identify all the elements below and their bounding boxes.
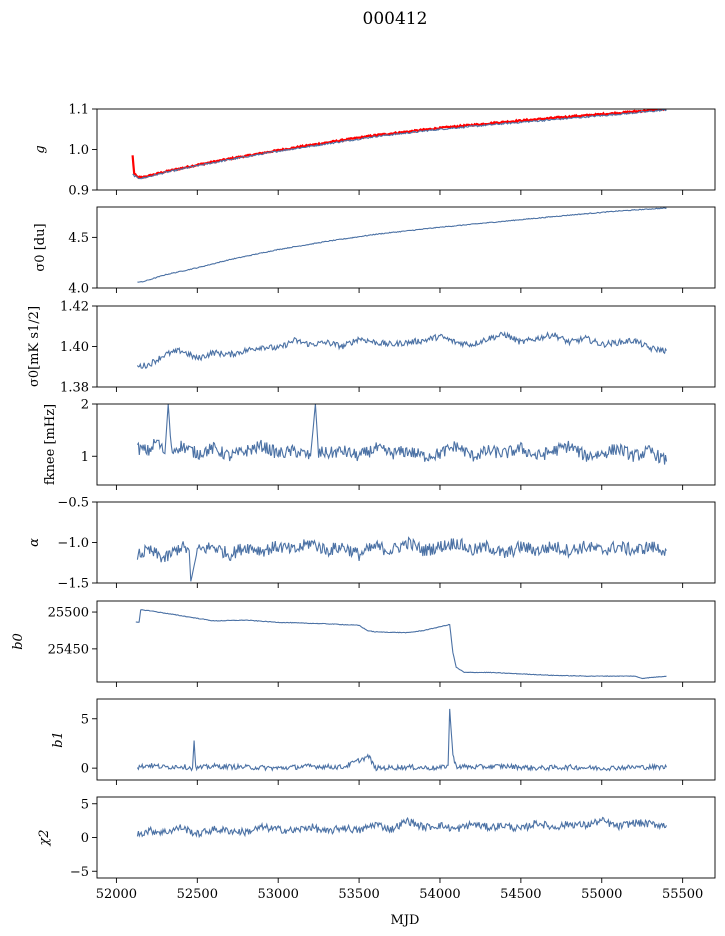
x-tick-label: 54500: [500, 887, 541, 902]
panel-7: 0 5 b1: [51, 698, 716, 785]
panel-5: −1.5 −1.0 −0.5 α: [27, 496, 716, 592]
series-line-1: [136, 330, 667, 370]
x-tick-label: 52000: [96, 887, 137, 902]
panel-2: 4.0 4.5 σ0 [du]: [33, 206, 716, 297]
axes-frame: [96, 305, 716, 388]
panel-3: 1.38 1.40 1.42 σ0[mK s1/2]: [27, 300, 716, 396]
y-tick-label: 1.38: [60, 381, 89, 396]
y-tick-label: 25450: [48, 642, 89, 657]
axes-frame: [96, 108, 716, 191]
series-line-1: [136, 708, 667, 772]
y-axis-label: b0: [11, 633, 26, 650]
series-line-1: [136, 536, 667, 582]
series-line-2: [132, 109, 667, 180]
series-line-1: [137, 207, 667, 283]
y-tick-label: 1.1: [68, 103, 89, 118]
y-axis-label: fknee [mHz]: [43, 404, 58, 485]
panel-6: 25450 25500 b0: [11, 600, 716, 687]
y-tick-label: 0.9: [68, 184, 89, 199]
y-tick-label: 2: [81, 398, 89, 413]
x-tick-label: 52500: [177, 887, 218, 902]
y-tick-label: −1.0: [57, 536, 89, 551]
axes-frame: [96, 403, 716, 486]
panel-8: −5 0 5 52000 52500 53000 53500 54000 54500 55000 5…: [37, 796, 716, 902]
x-tick-label: 53000: [258, 887, 299, 902]
y-axis-label: σ0 [du]: [33, 223, 48, 271]
panel-1: 0.9 1.0 1.1 g: [33, 103, 716, 199]
y-axis-label: b1: [51, 731, 66, 748]
axes-frame: [96, 796, 716, 879]
y-tick-label: 5: [81, 797, 89, 812]
y-tick-label: −0.5: [57, 496, 89, 511]
y-tick-label: 1.0: [68, 143, 89, 158]
y-axis-label: g: [33, 145, 48, 153]
panel-4: 1 2 fknee [mHz]: [43, 398, 716, 490]
x-tick-label: 54000: [419, 887, 460, 902]
x-tick-label: 55000: [581, 887, 622, 902]
axes-frame: [96, 600, 716, 683]
x-tick-label: 55500: [662, 887, 703, 902]
series-line-1: [136, 816, 667, 839]
y-tick-label: 25500: [48, 606, 89, 621]
y-tick-label: 0: [81, 762, 89, 777]
series-line-1: [136, 404, 668, 465]
y-tick-label: −1.5: [57, 577, 89, 592]
x-tick-label: 53500: [338, 887, 379, 902]
panels: 0.9 1.0 1.1 g 4.0 4.5 σ0 [du] 1.38 1.40 1.42 σ0[mK…: [11, 103, 716, 902]
y-tick-label: 4.5: [68, 231, 89, 246]
figure-title: 000412: [363, 9, 428, 29]
y-tick-label: 4.0: [68, 282, 89, 297]
y-tick-label: 5: [81, 712, 89, 727]
y-axis-label: α: [27, 538, 42, 547]
series-line-1: [135, 609, 667, 680]
y-axis-label: χ2: [37, 829, 52, 846]
x-axis-label: MJD: [391, 913, 420, 928]
y-tick-label: −5: [70, 865, 89, 880]
y-tick-label: 1: [81, 450, 89, 465]
series-line-1: [131, 109, 667, 180]
y-tick-label: 1.42: [60, 300, 89, 315]
axes-frame: [96, 698, 716, 781]
y-tick-label: 0: [81, 831, 89, 846]
y-tick-label: 1.40: [60, 340, 89, 355]
y-axis-label: σ0[mK s1/2]: [27, 306, 42, 387]
axes-frame: [96, 206, 716, 289]
